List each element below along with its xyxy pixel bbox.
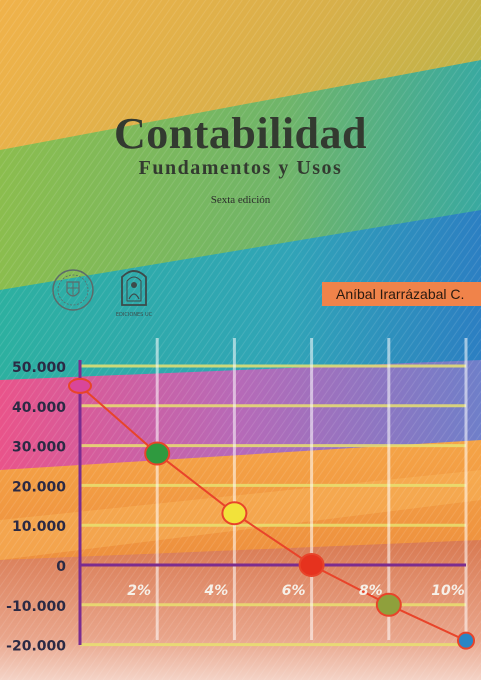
x-tick-label-3: 8% [359, 583, 383, 599]
publisher-logo-text: EDICIONES UC [116, 312, 153, 318]
y-tick-label-3: 20.000 [12, 479, 66, 495]
chart-line-series [79, 385, 467, 642]
chart-x-tick-labels: 2% 4% 6% 8% 10% [127, 583, 464, 599]
data-point-5 [457, 631, 475, 650]
chart-y-tick-labels: 50.000 40.000 30.000 20.000 10.000 0 -10.000 -2… [6, 360, 66, 655]
chart-grid [80, 338, 468, 647]
data-point-2 [221, 501, 248, 526]
university-seal-icon [52, 269, 94, 311]
y-tick-label-1: 40.000 [12, 400, 66, 416]
x-tick-label-2: 6% [282, 583, 306, 599]
y-tick-label-5: 0 [56, 559, 66, 575]
publisher-logo-icon: EDICIONES UC [116, 270, 153, 318]
chart-markers [68, 377, 475, 650]
x-tick-label-4: 10% [431, 583, 465, 599]
author-label: Aníbal Irarrázabal C. [322, 282, 481, 306]
y-tick-label-6: -10.000 [6, 599, 66, 615]
chart-axes [78, 360, 466, 645]
y-tick-label-2: 30.000 [12, 440, 66, 456]
y-tick-label-4: 10.000 [12, 519, 66, 535]
x-tick-label-1: 4% [204, 583, 229, 599]
y-tick-label-7: -20.000 [6, 639, 66, 655]
edition-label: Sexta edición [210, 194, 271, 206]
data-point-3 [298, 553, 325, 577]
data-point-4 [375, 592, 402, 617]
series-line [79, 385, 467, 642]
book-subtitle: Fundamentos y Usos [138, 157, 343, 179]
y-tick-label-0: 50.000 [12, 360, 66, 376]
x-tick-label-0: 2% [127, 583, 151, 599]
data-point-1 [144, 441, 171, 466]
book-title: Contabilidad [114, 109, 367, 158]
data-point-0 [68, 377, 92, 394]
